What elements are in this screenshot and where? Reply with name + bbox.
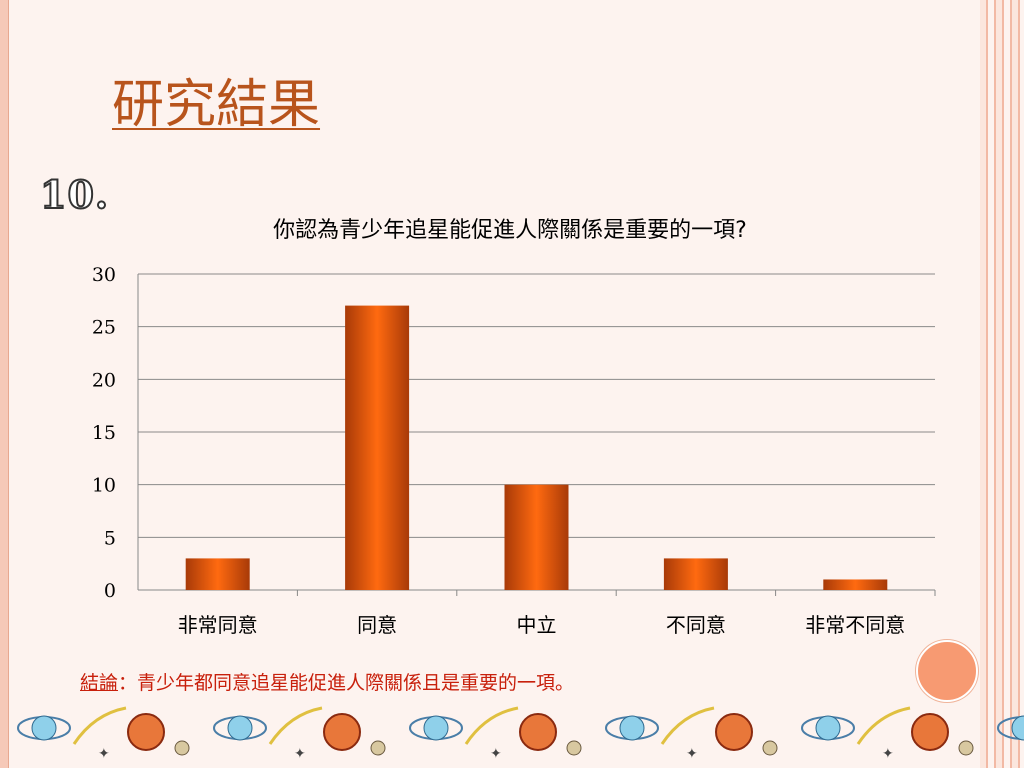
y-tick-label: 0 xyxy=(104,580,116,602)
planet-icon xyxy=(227,715,253,741)
planet-icon xyxy=(815,715,841,741)
planet-icon xyxy=(1011,715,1024,741)
orange-planet-icon xyxy=(715,713,753,751)
moon-icon xyxy=(958,740,974,756)
y-axis-ticks: 0 5 10 15 20 25 30 xyxy=(92,264,116,602)
right-frame-border xyxy=(980,0,1024,768)
orange-planet-icon xyxy=(323,713,361,751)
planet-icon xyxy=(31,715,57,741)
slide-title: 研究結果 xyxy=(112,75,321,135)
moon-icon xyxy=(370,740,386,756)
orange-planet-icon xyxy=(911,713,949,751)
planet-border-decoration: ✦✦✦✦✦✦ xyxy=(17,706,1024,762)
y-tick-label: 10 xyxy=(92,475,116,497)
moon-icon xyxy=(174,740,190,756)
comet-trail-icon xyxy=(268,706,323,745)
orange-planet-icon xyxy=(127,713,165,751)
x-tick-label: 中立 xyxy=(517,613,557,637)
y-tick-label: 30 xyxy=(92,264,116,286)
conclusion-text: ：青少年都同意追星能促進人際關係且是重要的一項。 xyxy=(118,672,575,694)
x-tick-label: 非常不同意 xyxy=(805,613,905,637)
decorative-circle xyxy=(916,640,978,702)
bar-4 xyxy=(823,579,888,590)
star-icon: ✦ xyxy=(686,746,698,762)
moon-icon xyxy=(566,740,582,756)
y-tick-label: 15 xyxy=(92,422,116,444)
x-tick-label: 同意 xyxy=(357,613,397,637)
moon-icon xyxy=(762,740,778,756)
y-tick-label: 5 xyxy=(104,527,116,549)
conclusion: 結論：青少年都同意追星能促進人際關係且是重要的一項。 xyxy=(80,668,574,695)
bar-2 xyxy=(504,484,569,590)
x-tick-label: 非常同意 xyxy=(178,613,258,637)
bar-0 xyxy=(185,558,250,590)
star-icon: ✦ xyxy=(294,746,306,762)
planet-icon xyxy=(619,715,645,741)
y-tick-label: 20 xyxy=(92,369,116,391)
bar-1 xyxy=(345,305,410,590)
bar-chart: 0 5 10 15 20 25 30 非常同意 同意 中立 不同意 非常不同意 xyxy=(92,264,936,637)
left-frame-border xyxy=(0,0,9,768)
planet-icon xyxy=(423,715,449,741)
orange-planet-icon xyxy=(519,713,557,751)
question-number: 10. xyxy=(39,171,110,218)
y-tick-label: 25 xyxy=(92,317,116,339)
comet-trail-icon xyxy=(72,706,127,745)
comet-trail-icon xyxy=(856,706,911,745)
comet-trail-icon xyxy=(464,706,519,745)
star-icon: ✦ xyxy=(98,746,110,762)
x-tick-label: 不同意 xyxy=(666,613,726,637)
conclusion-label: 結論 xyxy=(80,672,119,694)
bar-3 xyxy=(663,558,728,590)
x-axis-ticks: 非常同意 同意 中立 不同意 非常不同意 xyxy=(178,590,936,637)
comet-trail-icon xyxy=(660,706,715,745)
chart-title: 你認為青少年追星能促進人際關係是重要的一項? xyxy=(273,218,747,243)
star-icon: ✦ xyxy=(882,746,894,762)
star-icon: ✦ xyxy=(490,746,502,762)
ringed-planet-icon xyxy=(997,716,1024,740)
bars xyxy=(185,305,888,590)
